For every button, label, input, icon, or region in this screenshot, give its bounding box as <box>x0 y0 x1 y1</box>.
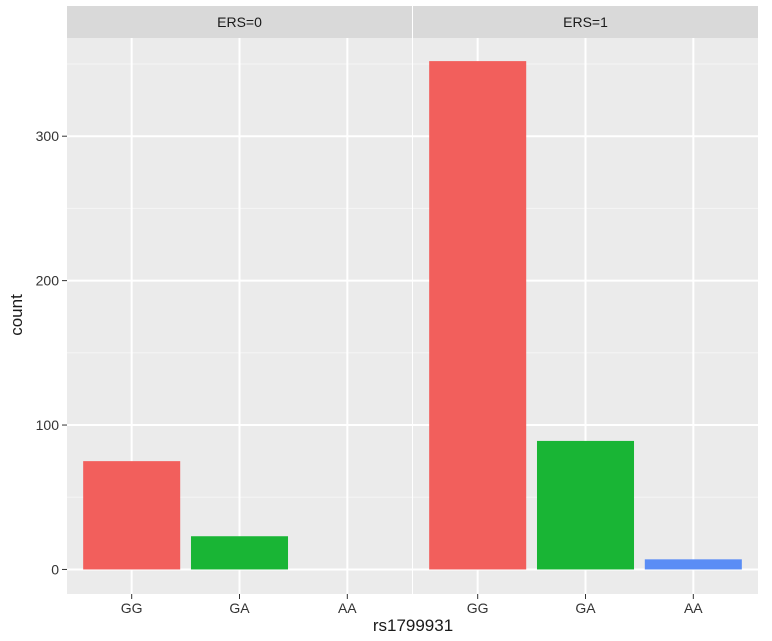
bar-gg <box>429 61 527 570</box>
strip-label: ERS=1 <box>563 14 608 30</box>
x-tick-label: AA <box>684 600 703 616</box>
x-tick-label: GG <box>467 600 489 616</box>
y-tick-label: 200 <box>36 273 60 289</box>
bar-ga <box>536 440 635 570</box>
bar-gg <box>83 461 181 570</box>
y-tick-label: 100 <box>36 417 60 433</box>
x-tick-label: GG <box>121 600 143 616</box>
y-axis-ticks: 0 100 200 300 <box>36 128 67 577</box>
strip-background <box>413 6 758 38</box>
y-tick-label: 0 <box>51 561 59 577</box>
facet-panel-2: ERS=1 GG GA AA <box>413 6 758 616</box>
bar-ga <box>190 536 289 570</box>
x-tick-label: AA <box>338 600 357 616</box>
x-tick-label: GA <box>229 600 250 616</box>
y-axis-title: count <box>7 294 26 336</box>
bar-aa <box>644 559 742 570</box>
facet-panel-1: ERS=0 GG GA AA <box>67 6 412 616</box>
y-tick-label: 300 <box>36 128 60 144</box>
facet-panels: ERS=0 GG GA AA ERS=1 GG GA AA <box>67 6 758 616</box>
x-axis-title: rs1799931 <box>373 616 453 635</box>
strip-label: ERS=0 <box>217 14 262 30</box>
strip-background <box>67 6 412 38</box>
x-tick-label: GA <box>575 600 596 616</box>
